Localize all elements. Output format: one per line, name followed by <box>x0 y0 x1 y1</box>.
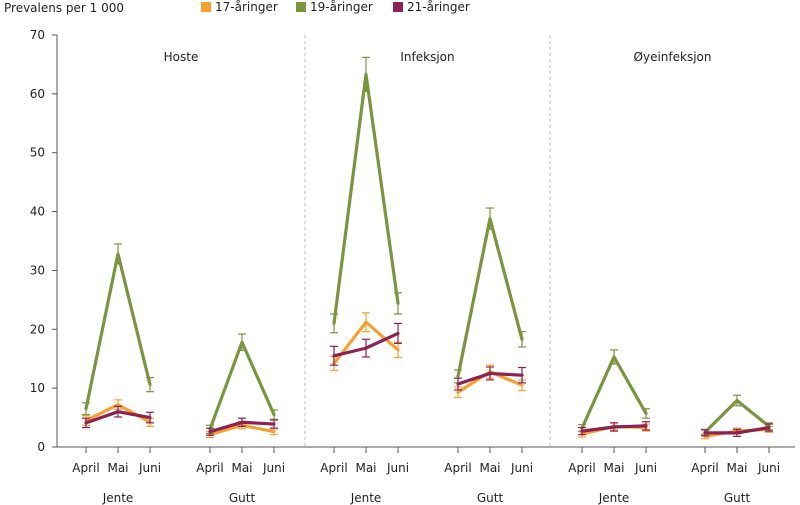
month-label: Juni <box>510 461 533 475</box>
panel-title: Infeksjon <box>400 50 454 64</box>
legend-label: 21-åringer <box>407 0 470 14</box>
month-label: Mai <box>726 461 747 475</box>
y-tick-label: 10 <box>30 381 45 395</box>
legend-swatch <box>201 2 211 12</box>
month-label: Mai <box>355 461 376 475</box>
series-line <box>332 72 400 325</box>
gender-label: Gutt <box>229 491 256 505</box>
series-line <box>456 217 524 378</box>
gender-label: Jente <box>102 491 134 505</box>
legend-swatch <box>296 2 306 12</box>
month-label: Juni <box>386 461 409 475</box>
legend-swatch <box>393 2 403 12</box>
axis-labels: 0 10 20 30 40 50 60 70 Hoste Infeksjon Øyeinfeksjo… <box>30 28 780 505</box>
month-label: April <box>691 461 718 475</box>
month-label: Mai <box>231 461 252 475</box>
panel-title: Hoste <box>164 50 199 64</box>
month-label: April <box>320 461 347 475</box>
data-series <box>82 56 773 440</box>
gender-label: Jente <box>598 491 630 505</box>
month-label: Mai <box>107 461 128 475</box>
legend-label: 19-åringer <box>310 0 373 14</box>
legend: 17-åringer 19-åringer 21-åringer <box>201 0 470 14</box>
month-label: April <box>568 461 595 475</box>
panel-dividers <box>304 35 551 447</box>
y-tick-label: 0 <box>37 440 45 454</box>
series-line <box>580 355 648 430</box>
month-label: Juni <box>757 461 780 475</box>
gender-label: Gutt <box>477 491 504 505</box>
month-label: Mai <box>479 461 500 475</box>
y-tick-label: 40 <box>30 205 45 219</box>
panel-title: Øyeinfeksjon <box>634 50 712 64</box>
y-tick-label: 70 <box>30 28 45 42</box>
month-label: Juni <box>262 461 285 475</box>
legend-label: 17-åringer <box>215 0 278 14</box>
month-label: April <box>444 461 471 475</box>
y-axis-label: Prevalens per 1 000 <box>4 1 124 15</box>
y-tick-label: 30 <box>30 263 45 277</box>
axes <box>52 34 795 453</box>
month-label: April <box>72 461 99 475</box>
month-label: April <box>196 461 223 475</box>
gender-label: Jente <box>350 491 382 505</box>
y-tick-label: 20 <box>30 322 45 336</box>
y-tick-label: 50 <box>30 146 45 160</box>
month-label: Mai <box>603 461 624 475</box>
series-line <box>84 252 152 411</box>
month-label: Juni <box>138 461 161 475</box>
series-line <box>208 340 276 431</box>
gender-label: Gutt <box>724 491 751 505</box>
y-tick-label: 60 <box>30 87 45 101</box>
month-label: Juni <box>634 461 657 475</box>
